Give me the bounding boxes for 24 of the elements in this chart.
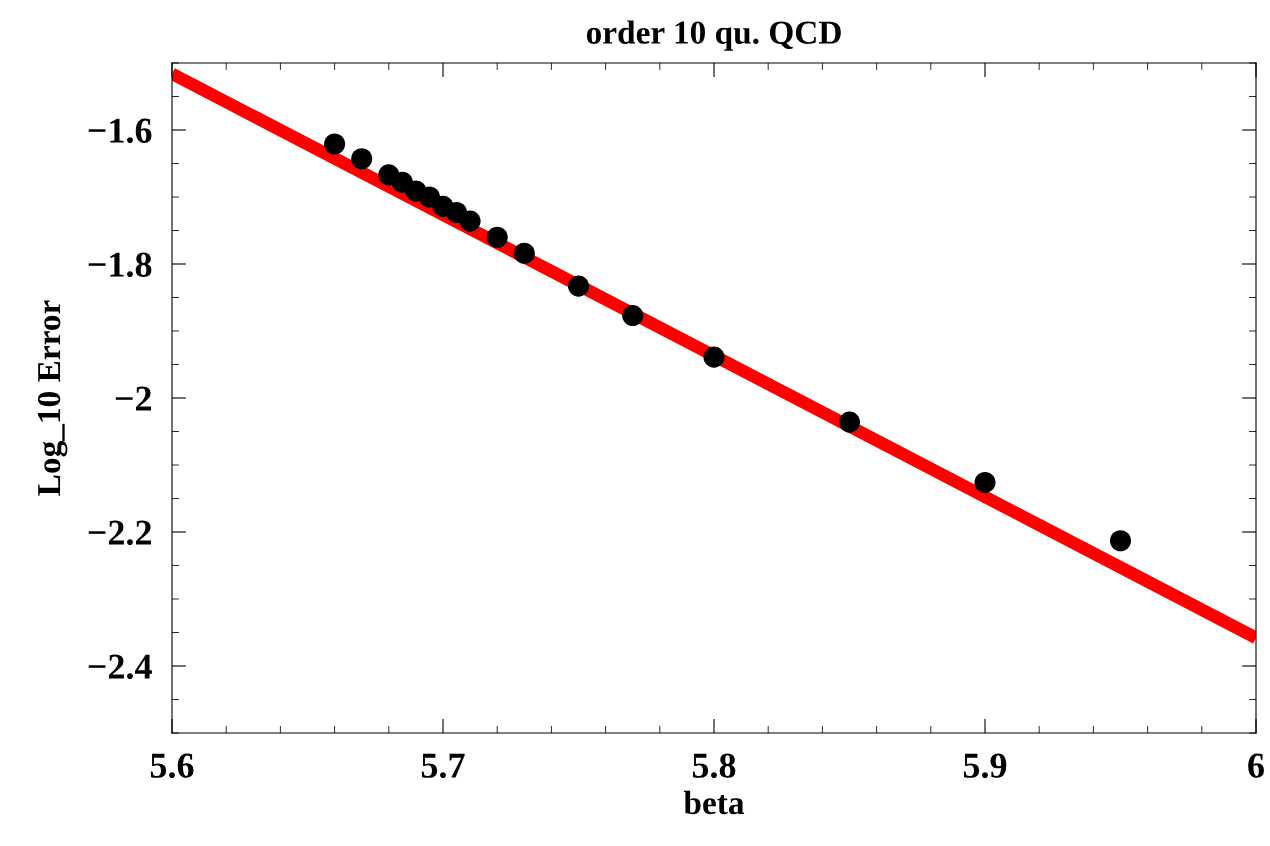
point	[351, 148, 373, 170]
point	[703, 346, 725, 368]
point	[486, 226, 508, 248]
point	[838, 411, 861, 433]
point	[567, 275, 590, 297]
point	[622, 305, 644, 327]
x-tick-label: 5.8	[692, 753, 736, 779]
x-axis-title: beta	[683, 790, 745, 815]
x-tick-label: 5.9	[963, 753, 1007, 779]
y-tick-label: −2.4	[88, 654, 152, 680]
point	[459, 210, 481, 232]
y-axis-title: Log_10 Error	[37, 300, 68, 496]
point	[324, 133, 346, 155]
point	[513, 242, 535, 264]
x-tick-label: 6	[1248, 753, 1264, 778]
point	[974, 471, 996, 493]
x-tick-label: 5.6	[150, 753, 194, 779]
y-tick-label: −1.8	[88, 252, 152, 278]
x-tick-label: 5.7	[421, 753, 465, 779]
y-tick-label: −2	[115, 386, 151, 411]
point	[1109, 530, 1132, 552]
chart-title: order 10 qu. QCD	[586, 20, 841, 51]
y-tick-label: −1.6	[88, 118, 152, 144]
y-tick-label: −2.2	[88, 520, 151, 546]
